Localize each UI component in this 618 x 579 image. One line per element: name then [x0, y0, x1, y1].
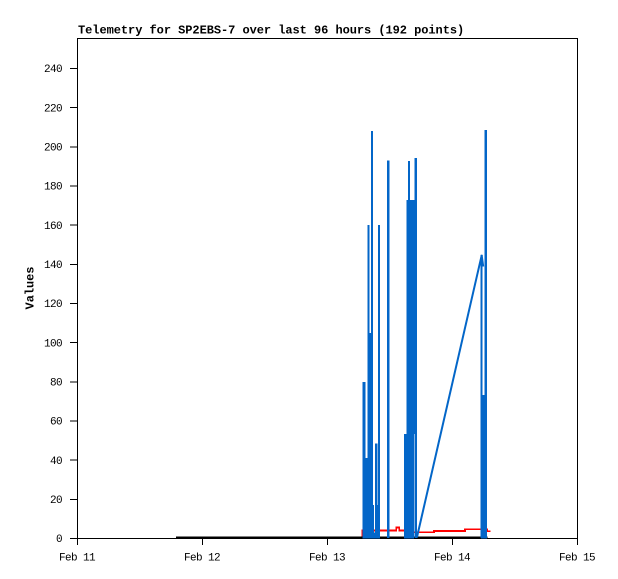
svg-text:Telemetry for SP2EBS-7 over la: Telemetry for SP2EBS-7 over last 96 hour…	[78, 24, 464, 38]
svg-text:60: 60	[50, 417, 62, 429]
svg-text:100: 100	[44, 338, 62, 350]
svg-text:120: 120	[44, 299, 62, 311]
svg-text:0: 0	[56, 534, 62, 546]
svg-text:Feb 14: Feb 14	[434, 553, 471, 565]
svg-text:Feb 15: Feb 15	[559, 553, 595, 565]
svg-text:160: 160	[44, 221, 62, 233]
svg-text:220: 220	[44, 103, 62, 115]
svg-text:40: 40	[50, 456, 62, 468]
svg-text:180: 180	[44, 182, 62, 194]
svg-text:Feb 12: Feb 12	[184, 553, 220, 565]
svg-text:Feb 13: Feb 13	[309, 553, 345, 565]
svg-text:200: 200	[44, 143, 62, 155]
svg-text:240: 240	[44, 64, 62, 76]
svg-text:140: 140	[44, 260, 62, 272]
svg-text:80: 80	[50, 378, 62, 390]
svg-text:Feb 11: Feb 11	[59, 553, 96, 565]
svg-text:Values: Values	[24, 267, 38, 310]
svg-text:20: 20	[50, 495, 62, 507]
